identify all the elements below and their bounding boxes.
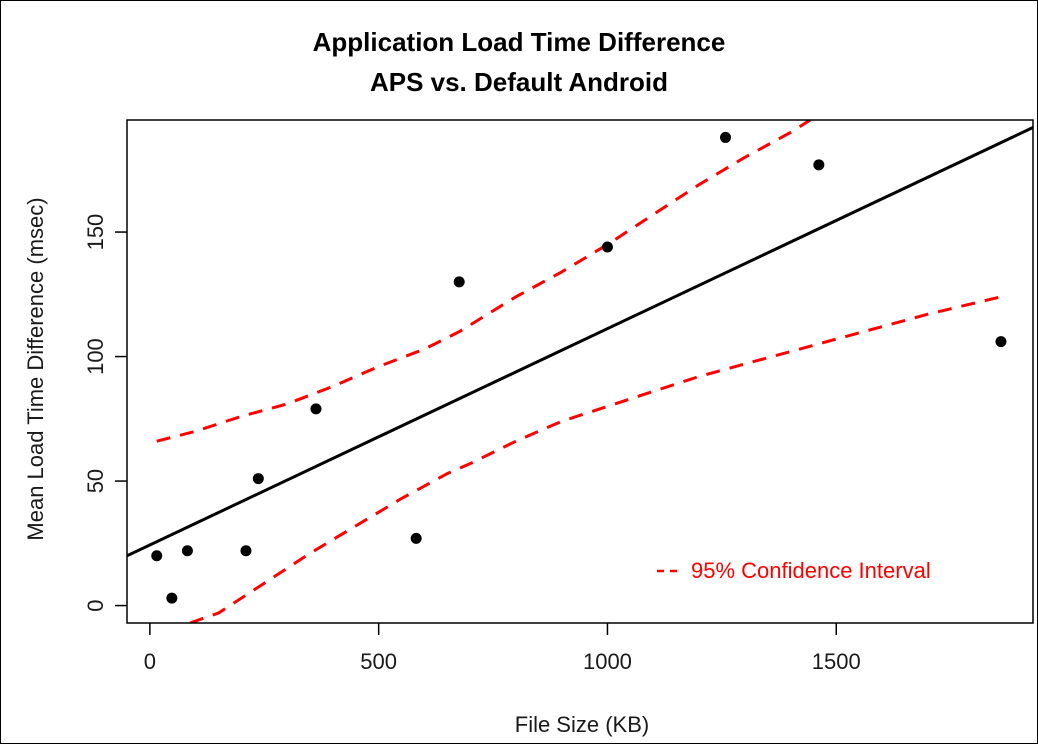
data-point [310, 403, 322, 415]
lines-layer [127, 120, 1033, 623]
regression-line [127, 126, 1033, 558]
data-point [240, 545, 252, 557]
legend-label: 95% Confidence Interval [691, 558, 931, 583]
x-tick-label: 500 [360, 649, 397, 674]
data-point [181, 545, 193, 557]
data-point [453, 276, 465, 288]
data-point [410, 532, 422, 544]
chart-subtitle: APS vs. Default Android [370, 67, 668, 97]
y-tick-label: 0 [83, 599, 108, 611]
data-point [252, 473, 264, 485]
x-axis: 0 500 1000 1500 [144, 623, 861, 674]
x-tick-label: 1000 [583, 649, 632, 674]
plot-area [127, 120, 1033, 623]
x-axis-label: File Size (KB) [515, 712, 649, 737]
data-point [601, 241, 613, 253]
plot-box [126, 119, 1034, 624]
y-axis: 0 50 100 150 [83, 214, 127, 612]
y-axis-label: Mean Load Time Difference (msec) [23, 197, 48, 540]
data-point [995, 336, 1007, 348]
confidence-upper-line [156, 120, 812, 443]
x-tick-label: 1500 [812, 649, 861, 674]
points-layer [151, 131, 1007, 604]
y-tick-label: 150 [83, 214, 108, 251]
chart-title: Application Load Time Difference [313, 27, 726, 57]
y-tick-label: 50 [83, 469, 108, 493]
y-tick-label: 100 [83, 338, 108, 375]
data-point [720, 131, 732, 143]
data-point [166, 592, 178, 604]
data-point [151, 550, 163, 562]
legend: 95% Confidence Interval [657, 558, 931, 583]
x-tick-label: 0 [144, 649, 156, 674]
data-point [813, 159, 825, 171]
